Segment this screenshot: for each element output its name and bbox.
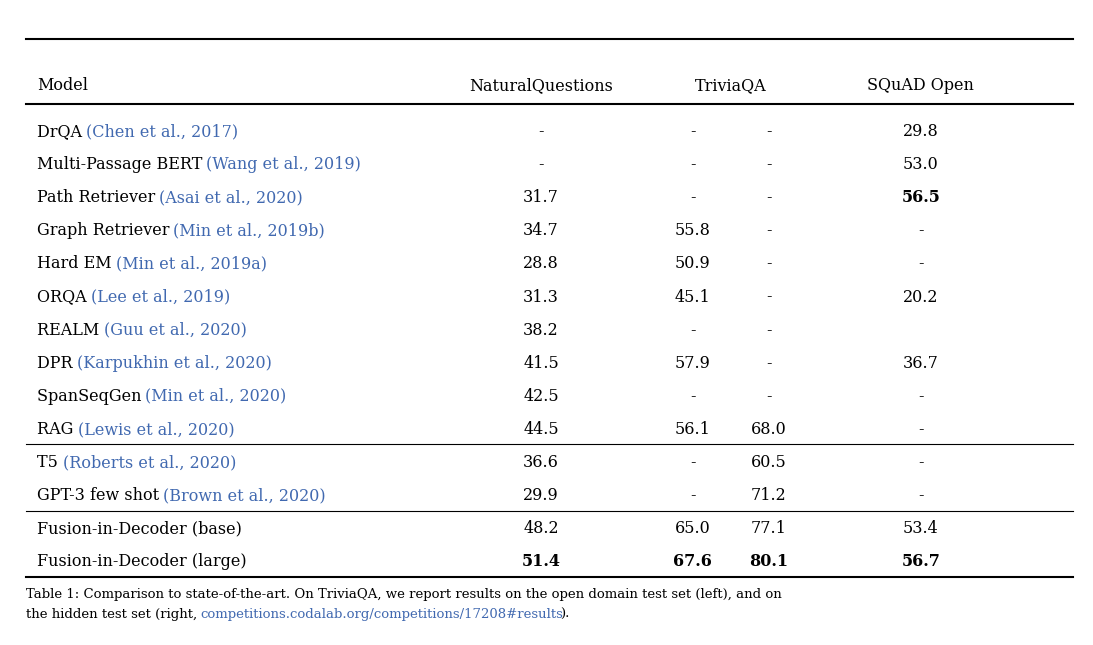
Text: -: - — [539, 156, 544, 173]
Text: T5: T5 — [37, 454, 62, 471]
Text: 56.7: 56.7 — [902, 553, 940, 570]
Text: Hard EM: Hard EM — [37, 255, 117, 272]
Text: Path Retriever: Path Retriever — [37, 189, 160, 206]
Text: -: - — [539, 123, 544, 140]
Text: -: - — [766, 123, 772, 140]
Text: (Wang et al., 2019): (Wang et al., 2019) — [205, 156, 361, 173]
Text: 53.0: 53.0 — [903, 156, 939, 173]
Text: -: - — [918, 454, 924, 471]
Text: (Roberts et al., 2020): (Roberts et al., 2020) — [62, 454, 236, 471]
Text: -: - — [918, 487, 924, 504]
Text: 29.8: 29.8 — [903, 123, 939, 140]
Text: ).: ). — [560, 608, 569, 620]
Text: (Min et al., 2020): (Min et al., 2020) — [145, 388, 286, 405]
Text: 68.0: 68.0 — [751, 421, 787, 438]
Text: 29.9: 29.9 — [524, 487, 559, 504]
Text: RAG: RAG — [37, 421, 79, 438]
Text: -: - — [690, 487, 695, 504]
Text: SQuAD Open: SQuAD Open — [867, 77, 974, 94]
Text: 44.5: 44.5 — [524, 421, 559, 438]
Text: 31.7: 31.7 — [524, 189, 559, 206]
Text: 77.1: 77.1 — [751, 521, 787, 537]
Text: 56.1: 56.1 — [675, 421, 710, 438]
Text: 45.1: 45.1 — [675, 288, 710, 306]
Text: DrQA: DrQA — [37, 123, 86, 140]
Text: GPT-3 few shot: GPT-3 few shot — [37, 487, 164, 504]
Text: 48.2: 48.2 — [524, 521, 559, 537]
Text: Table 1: Comparison to state-of-the-art. On TriviaQA, we report results on the o: Table 1: Comparison to state-of-the-art.… — [26, 588, 781, 602]
Text: 51.4: 51.4 — [521, 553, 561, 570]
Text: (Karpukhin et al., 2020): (Karpukhin et al., 2020) — [78, 355, 272, 372]
Text: -: - — [690, 123, 695, 140]
Text: 41.5: 41.5 — [524, 355, 559, 372]
Text: 38.2: 38.2 — [524, 322, 559, 339]
Text: -: - — [766, 156, 772, 173]
Text: DPR: DPR — [37, 355, 78, 372]
Text: 67.6: 67.6 — [673, 553, 713, 570]
Text: 50.9: 50.9 — [675, 255, 710, 272]
Text: the hidden test set (right,: the hidden test set (right, — [26, 608, 201, 620]
Text: 53.4: 53.4 — [903, 521, 939, 537]
Text: (Asai et al., 2020): (Asai et al., 2020) — [160, 189, 303, 206]
Text: 65.0: 65.0 — [675, 521, 710, 537]
Text: -: - — [766, 388, 772, 405]
Text: -: - — [766, 255, 772, 272]
Text: SpanSeqGen: SpanSeqGen — [37, 388, 146, 405]
Text: (Lewis et al., 2020): (Lewis et al., 2020) — [78, 421, 235, 438]
Text: 20.2: 20.2 — [903, 288, 939, 306]
Text: competitions.codalab.org/competitions/17208#results: competitions.codalab.org/competitions/17… — [200, 608, 563, 620]
Text: Model: Model — [37, 77, 87, 94]
Text: 71.2: 71.2 — [751, 487, 787, 504]
Text: -: - — [918, 421, 924, 438]
Text: 28.8: 28.8 — [524, 255, 559, 272]
Text: -: - — [766, 223, 772, 239]
Text: Multi-Passage BERT: Multi-Passage BERT — [37, 156, 208, 173]
Text: 42.5: 42.5 — [524, 388, 559, 405]
Text: -: - — [690, 388, 695, 405]
Text: -: - — [766, 288, 772, 306]
Text: Fusion-in-Decoder (large): Fusion-in-Decoder (large) — [37, 553, 246, 570]
Text: -: - — [690, 454, 695, 471]
Text: (Min et al., 2019a): (Min et al., 2019a) — [116, 255, 267, 272]
Text: (Min et al., 2019b): (Min et al., 2019b) — [174, 223, 325, 239]
Text: 55.8: 55.8 — [675, 223, 710, 239]
Text: NaturalQuestions: NaturalQuestions — [469, 77, 613, 94]
Text: -: - — [766, 189, 772, 206]
Text: (Brown et al., 2020): (Brown et al., 2020) — [163, 487, 326, 504]
Text: 80.1: 80.1 — [750, 553, 788, 570]
Text: 56.5: 56.5 — [902, 189, 940, 206]
Text: 60.5: 60.5 — [751, 454, 787, 471]
Text: 36.6: 36.6 — [524, 454, 559, 471]
Text: -: - — [918, 255, 924, 272]
Text: -: - — [690, 322, 695, 339]
Text: Graph Retriever: Graph Retriever — [37, 223, 174, 239]
Text: 31.3: 31.3 — [524, 288, 559, 306]
Text: (Guu et al., 2020): (Guu et al., 2020) — [104, 322, 246, 339]
Text: 57.9: 57.9 — [675, 355, 710, 372]
Text: -: - — [766, 322, 772, 339]
Text: -: - — [766, 355, 772, 372]
Text: -: - — [690, 189, 695, 206]
Text: -: - — [918, 223, 924, 239]
Text: (Chen et al., 2017): (Chen et al., 2017) — [86, 123, 238, 140]
Text: REALM: REALM — [37, 322, 104, 339]
Text: Fusion-in-Decoder (base): Fusion-in-Decoder (base) — [37, 521, 242, 537]
Text: (Lee et al., 2019): (Lee et al., 2019) — [91, 288, 231, 306]
Text: 34.7: 34.7 — [524, 223, 559, 239]
Text: TriviaQA: TriviaQA — [695, 77, 766, 94]
Text: -: - — [918, 388, 924, 405]
Text: 36.7: 36.7 — [903, 355, 939, 372]
Text: ORQA: ORQA — [37, 288, 92, 306]
Text: -: - — [690, 156, 695, 173]
